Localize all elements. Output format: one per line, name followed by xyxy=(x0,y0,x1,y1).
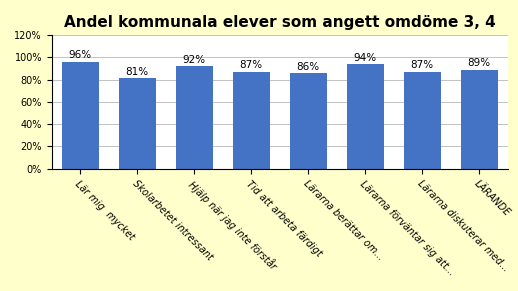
Text: 94%: 94% xyxy=(354,53,377,63)
Bar xyxy=(176,66,213,169)
Bar xyxy=(461,70,498,169)
Text: 92%: 92% xyxy=(183,55,206,65)
Bar xyxy=(404,72,441,169)
Bar xyxy=(347,64,384,169)
Text: 89%: 89% xyxy=(468,58,491,68)
Text: 96%: 96% xyxy=(69,50,92,60)
Text: 87%: 87% xyxy=(240,61,263,70)
Bar xyxy=(290,73,327,169)
Text: 81%: 81% xyxy=(126,67,149,77)
Bar xyxy=(233,72,270,169)
Text: 87%: 87% xyxy=(411,61,434,70)
Bar xyxy=(62,62,99,169)
Title: Andel kommunala elever som angett omdöme 3, 4: Andel kommunala elever som angett omdöme… xyxy=(64,15,496,30)
Bar xyxy=(119,78,156,169)
Text: 86%: 86% xyxy=(297,61,320,72)
